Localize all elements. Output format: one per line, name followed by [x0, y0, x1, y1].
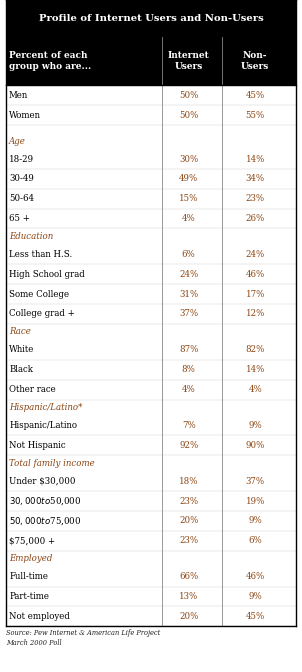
Text: 34%: 34%: [246, 175, 265, 183]
Text: Full-time: Full-time: [9, 573, 48, 581]
Text: 37%: 37%: [179, 310, 198, 319]
Text: 9%: 9%: [248, 592, 262, 601]
Text: 87%: 87%: [179, 345, 198, 354]
Text: 50%: 50%: [179, 111, 198, 120]
Text: $50,000 to $75,000: $50,000 to $75,000: [9, 515, 81, 527]
Text: Education: Education: [9, 232, 53, 241]
Text: 24%: 24%: [179, 270, 198, 279]
Text: 7%: 7%: [182, 421, 196, 430]
Text: 20%: 20%: [179, 612, 198, 621]
Text: 23%: 23%: [179, 536, 198, 545]
Text: 23%: 23%: [246, 194, 265, 203]
Text: Profile of Internet Users and Non-Users: Profile of Internet Users and Non-Users: [39, 14, 263, 23]
Text: 9%: 9%: [248, 421, 262, 430]
Text: 46%: 46%: [246, 573, 265, 581]
Text: 24%: 24%: [246, 250, 265, 259]
Text: 6%: 6%: [182, 250, 196, 259]
Text: Women: Women: [9, 111, 41, 120]
Text: 26%: 26%: [246, 214, 265, 223]
Text: Some College: Some College: [9, 290, 69, 298]
Text: 82%: 82%: [246, 345, 265, 354]
Text: 17%: 17%: [246, 290, 265, 298]
Text: 92%: 92%: [179, 441, 198, 450]
Text: Hispanic/Latino: Hispanic/Latino: [9, 421, 77, 430]
Text: 55%: 55%: [246, 111, 265, 120]
Text: Part-time: Part-time: [9, 592, 49, 601]
Text: 45%: 45%: [246, 612, 265, 621]
Text: Internet
Users: Internet Users: [168, 51, 210, 71]
Text: 4%: 4%: [248, 385, 262, 394]
Text: 30-49: 30-49: [9, 175, 34, 183]
Text: 9%: 9%: [248, 517, 262, 526]
Text: 65 +: 65 +: [9, 214, 30, 223]
Text: Source: Pew Internet & American Life Project
March 2000 Poll: Source: Pew Internet & American Life Pro…: [6, 629, 160, 647]
Bar: [6, 0, 296, 37]
Text: Race: Race: [9, 327, 31, 337]
Text: $75,000 +: $75,000 +: [9, 536, 55, 545]
Text: 66%: 66%: [179, 573, 198, 581]
Text: Employed: Employed: [9, 554, 53, 563]
Text: 4%: 4%: [182, 214, 196, 223]
Text: Age: Age: [9, 136, 26, 146]
Text: Hispanic/Latino*: Hispanic/Latino*: [9, 403, 82, 412]
Text: Less than H.S.: Less than H.S.: [9, 250, 72, 259]
Text: 37%: 37%: [246, 477, 265, 486]
Text: Not Hispanic: Not Hispanic: [9, 441, 66, 450]
Text: 30%: 30%: [179, 155, 198, 163]
Text: 49%: 49%: [179, 175, 198, 183]
Text: 90%: 90%: [246, 441, 265, 450]
Text: Total family income: Total family income: [9, 459, 95, 468]
Text: 8%: 8%: [182, 366, 196, 374]
Text: 6%: 6%: [248, 536, 262, 545]
Text: 50-64: 50-64: [9, 194, 34, 203]
Text: 45%: 45%: [246, 91, 265, 99]
Text: 20%: 20%: [179, 517, 198, 526]
Text: Non-
Users: Non- Users: [241, 51, 269, 71]
Text: 19%: 19%: [246, 497, 265, 505]
Text: 23%: 23%: [179, 497, 198, 505]
Text: White: White: [9, 345, 34, 354]
Text: 46%: 46%: [246, 270, 265, 279]
Text: 50%: 50%: [179, 91, 198, 99]
Text: 4%: 4%: [182, 385, 196, 394]
Text: Other race: Other race: [9, 385, 56, 394]
Text: Percent of each
group who are...: Percent of each group who are...: [9, 51, 91, 71]
Text: 12%: 12%: [246, 310, 265, 319]
Text: $30,000 to $50,000: $30,000 to $50,000: [9, 495, 81, 507]
Text: Men: Men: [9, 91, 28, 99]
Text: Not employed: Not employed: [9, 612, 70, 621]
Text: 14%: 14%: [246, 155, 265, 163]
Text: Black: Black: [9, 366, 33, 374]
Text: 14%: 14%: [246, 366, 265, 374]
Text: Under $30,000: Under $30,000: [9, 477, 76, 486]
Text: 31%: 31%: [179, 290, 198, 298]
Text: 15%: 15%: [179, 194, 198, 203]
Text: 18-29: 18-29: [9, 155, 34, 163]
Text: 18%: 18%: [179, 477, 198, 486]
Text: High School grad: High School grad: [9, 270, 85, 279]
Bar: [6, 37, 296, 85]
Text: College grad +: College grad +: [9, 310, 75, 319]
Text: 13%: 13%: [179, 592, 198, 601]
